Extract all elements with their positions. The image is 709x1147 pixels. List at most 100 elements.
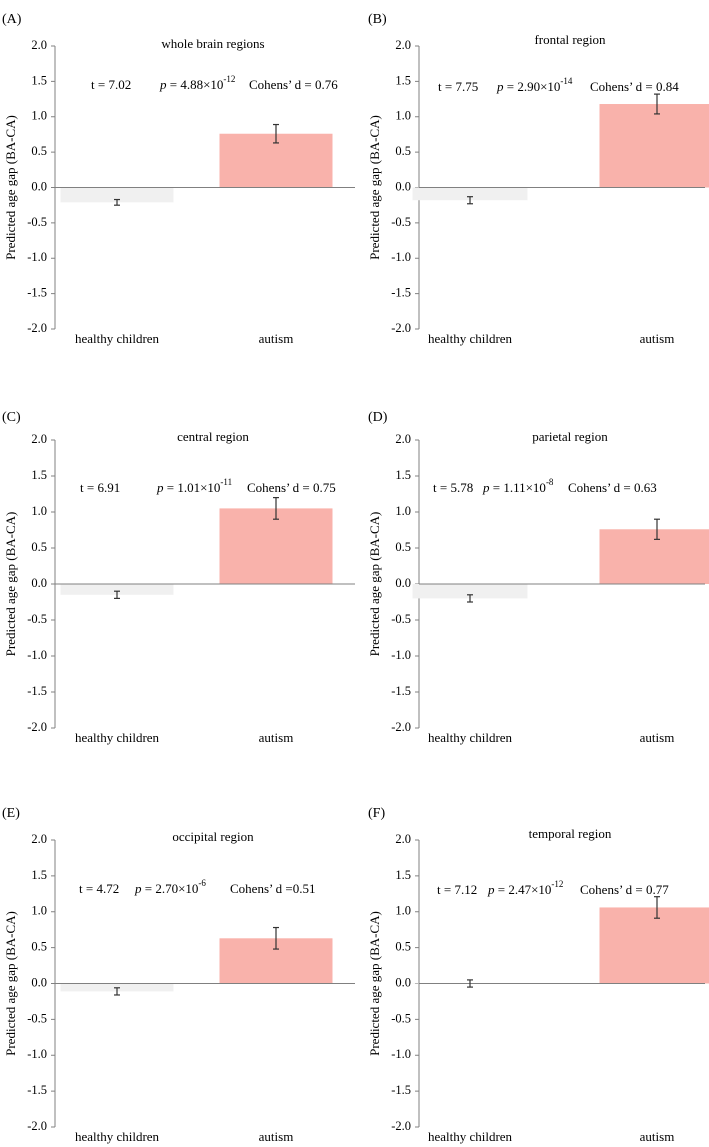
- y-tick-label: 2.0: [395, 432, 411, 446]
- error-bar: [273, 497, 279, 520]
- y-tick-label: -1.0: [27, 1047, 47, 1061]
- stat-p-symbol: p: [156, 480, 164, 495]
- y-tick-label: 0.5: [31, 144, 47, 158]
- y-axis-label: Predicted age gap (BA-CA): [367, 115, 382, 260]
- stat-cohens-d: Cohens’ d = 0.77: [580, 882, 669, 897]
- y-tick-label: -0.5: [27, 215, 47, 229]
- stat-cohens-d: Cohens’ d =0.51: [230, 881, 315, 896]
- stat-p: p = 2.90×10-14: [496, 76, 573, 94]
- y-tick-label: -1.0: [27, 648, 47, 662]
- y-tick-label: -0.5: [391, 215, 411, 229]
- y-tick-label: 1.0: [31, 504, 47, 518]
- y-tick-label: 1.5: [395, 73, 411, 87]
- stat-p: p = 1.11×10-8: [482, 477, 554, 495]
- stat-p: p = 1.01×10-11: [156, 477, 232, 495]
- stat-p: p = 2.47×10-12: [487, 879, 563, 897]
- stat-p: p = 2.70×10-6: [134, 878, 206, 896]
- y-tick-label: 2.0: [31, 432, 47, 446]
- bar-autism: [599, 104, 709, 188]
- y-tick-label: -2.0: [391, 720, 411, 734]
- y-tick-label: -1.5: [391, 684, 411, 698]
- y-tick-label: 2.0: [31, 832, 47, 846]
- x-tick-label: healthy children: [428, 1129, 513, 1144]
- y-axis-label: Predicted age gap (BA-CA): [3, 512, 18, 657]
- error-bar: [654, 93, 660, 115]
- x-tick-label: autism: [640, 331, 675, 346]
- y-tick-label: 0.5: [395, 144, 411, 158]
- y-tick-label: 0.5: [395, 940, 411, 954]
- stat-t: t = 6.91: [80, 480, 120, 495]
- x-tick-label: autism: [259, 730, 294, 745]
- bar-healthy-children: [60, 584, 174, 595]
- chart-panel: (D) parietal region -2.0 -1.5 -1.0 -0.5 0.0 0.5…: [367, 410, 709, 745]
- x-tick-label: healthy children: [75, 730, 160, 745]
- stat-p-value: = 1.01×10: [164, 480, 221, 495]
- y-axis-label: Predicted age gap (BA-CA): [367, 512, 382, 657]
- bar-healthy-children: [60, 187, 174, 203]
- panel-label: (D): [368, 410, 388, 425]
- chart-title: frontal region: [534, 32, 606, 47]
- x-tick-label: healthy children: [428, 730, 513, 745]
- y-tick-label: 0.0: [395, 576, 411, 590]
- y-tick-label: -1.0: [391, 1047, 411, 1061]
- stat-p-symbol: p: [134, 881, 142, 896]
- stat-cohens-d: Cohens’ d = 0.75: [247, 480, 336, 495]
- y-tick-label: -0.5: [391, 612, 411, 626]
- stat-p: p = 4.88×10-12: [159, 74, 235, 92]
- x-tick-label: healthy children: [428, 331, 513, 346]
- chart-title: central region: [177, 429, 249, 444]
- y-tick-label: 1.5: [31, 468, 47, 482]
- y-tick-label: -2.0: [27, 1119, 47, 1133]
- y-tick-label: -1.5: [27, 684, 47, 698]
- y-tick-label: 0.5: [31, 540, 47, 554]
- stat-p-value: = 2.70×10: [142, 881, 199, 896]
- y-axis-label: Predicted age gap (BA-CA): [367, 911, 382, 1056]
- y-tick-label: 1.5: [395, 868, 411, 882]
- chart-panel: (E) occipital region -2.0 -1.5 -1.0 -0.5 0.0 0.…: [2, 806, 355, 1144]
- bar-autism: [599, 907, 709, 984]
- x-tick-label: autism: [640, 1129, 675, 1144]
- bar-autism: [219, 508, 333, 584]
- x-tick-label: healthy children: [75, 1129, 160, 1144]
- panel-label: (C): [2, 410, 21, 425]
- stat-t: t = 4.72: [79, 881, 119, 896]
- chart-panel: (C) central region -2.0 -1.5 -1.0 -0.5 0.0 0.5 1…: [2, 410, 355, 745]
- y-tick-label: -1.5: [27, 286, 47, 300]
- stat-cohens-d: Cohens’ d = 0.63: [568, 480, 657, 495]
- x-tick-label: autism: [259, 331, 294, 346]
- y-tick-label: -1.0: [391, 250, 411, 264]
- error-bar: [114, 198, 120, 206]
- y-tick-label: 1.0: [395, 109, 411, 123]
- stat-p-value: = 2.90×10: [504, 79, 561, 94]
- error-bar: [654, 896, 660, 919]
- stat-t: t = 7.12: [437, 882, 477, 897]
- y-tick-label: 0.5: [395, 540, 411, 554]
- chart-title: occipital region: [172, 829, 254, 844]
- y-tick-label: 1.0: [31, 904, 47, 918]
- y-tick-label: 0.0: [395, 975, 411, 989]
- y-tick-label: -1.0: [391, 648, 411, 662]
- y-tick-label: 0.0: [395, 179, 411, 193]
- bar-healthy-children: [412, 584, 528, 599]
- y-tick-label: 1.0: [395, 504, 411, 518]
- error-bar: [467, 594, 473, 603]
- error-bar: [114, 590, 120, 600]
- y-tick-label: 0.0: [31, 179, 47, 193]
- error-bar: [273, 123, 279, 144]
- y-tick-label: -0.5: [27, 612, 47, 626]
- y-tick-label: 1.5: [31, 73, 47, 87]
- y-tick-label: 0.0: [31, 975, 47, 989]
- stat-t: t = 5.78: [433, 480, 473, 495]
- stat-p-value: = 4.88×10: [167, 77, 224, 92]
- error-bar: [467, 979, 473, 988]
- stat-p-symbol: p: [482, 480, 490, 495]
- panel-label: (B): [368, 12, 387, 27]
- error-bar: [467, 196, 473, 205]
- y-tick-label: 0.0: [31, 576, 47, 590]
- stat-p-exponent: -11: [220, 477, 232, 487]
- panel-label: (F): [368, 806, 385, 821]
- chart-panel: (A) whole brain regions -2.0 -1.5 -1.0 -0.5 0.…: [2, 12, 355, 346]
- chart-panel: (F) temporal region -2.0 -1.5 -1.0 -0.5 0.0 0.5…: [367, 806, 709, 1144]
- x-tick-label: healthy children: [75, 331, 160, 346]
- panel-label: (A): [2, 12, 22, 27]
